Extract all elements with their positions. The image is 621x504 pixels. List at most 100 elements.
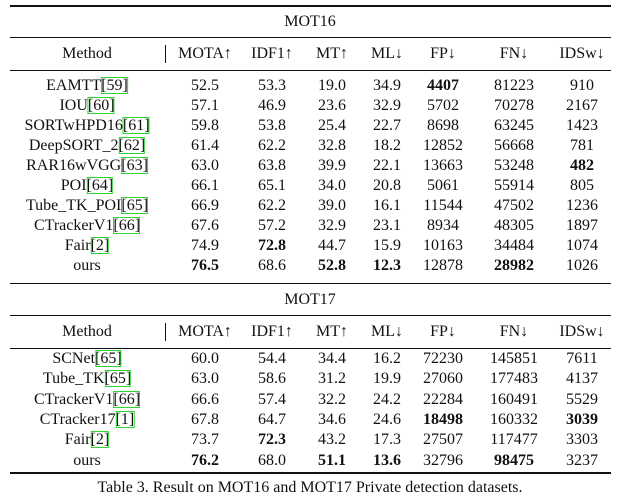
value-cell: 53.3 — [258, 77, 286, 94]
rule — [10, 315, 611, 316]
section-title: MOT16 — [284, 13, 336, 30]
citation[interactable]: [66] — [113, 217, 141, 234]
citation[interactable]: [65] — [121, 197, 149, 214]
value-cell: 53248 — [494, 157, 534, 174]
caption: Table 3. Result on MOT16 and MOT17 Priva… — [97, 479, 523, 496]
citation[interactable]: [1] — [115, 410, 135, 428]
column-header: IDF1↑ — [251, 45, 293, 62]
value-cell: 65.1 — [258, 177, 286, 194]
value-cell: 63.0 — [191, 157, 219, 174]
value-cell: 66.9 — [191, 197, 219, 214]
value-cell: 53.8 — [258, 117, 286, 134]
citation[interactable]: [60] — [87, 97, 115, 114]
method-cell: CTracker17[1] — [39, 410, 135, 428]
column-header: MOTA↑ — [178, 45, 232, 62]
rule — [10, 283, 611, 284]
method-cell: SCNet[65] — [52, 350, 122, 367]
value-cell: 57.4 — [258, 390, 286, 408]
value-cell: 68.6 — [258, 257, 286, 274]
citation[interactable]: [66] — [113, 390, 141, 408]
value-cell: 482 — [570, 157, 594, 174]
value-cell: 34.9 — [373, 77, 401, 94]
citation[interactable]: [62] — [118, 137, 146, 154]
citation[interactable]: [65] — [104, 370, 132, 388]
value-cell: 1423 — [566, 117, 598, 134]
column-header: FN↓ — [499, 323, 529, 340]
method-cell: Fair[2] — [64, 237, 110, 254]
method-name: SCNet — [52, 350, 96, 367]
citation[interactable]: [64] — [86, 177, 114, 194]
column-header: Method — [62, 45, 112, 62]
value-cell: 72.8 — [258, 237, 286, 254]
method-name: ours — [73, 451, 101, 469]
value-cell: 46.9 — [258, 97, 286, 114]
value-cell: 81223 — [494, 77, 534, 94]
value-cell: 3237 — [566, 451, 598, 469]
method-name: CTrackerV1 — [33, 217, 114, 234]
section-title: MOT17 — [284, 291, 336, 308]
value-cell: 8698 — [427, 117, 459, 134]
value-cell: 32.8 — [318, 137, 346, 154]
value-cell: 12.3 — [373, 257, 401, 274]
rule — [10, 37, 611, 38]
method-name: EAMTT — [46, 77, 102, 94]
column-header: FP↓ — [430, 45, 456, 62]
method-cell: CTrackerV1[66] — [34, 390, 141, 408]
value-cell: 76.2 — [191, 451, 219, 469]
value-cell: 20.8 — [373, 177, 401, 194]
method-name: Fair — [64, 237, 91, 254]
value-cell: 8934 — [427, 217, 459, 234]
value-cell: 781 — [570, 137, 594, 154]
value-cell: 145851 — [490, 350, 538, 367]
value-cell: 66.1 — [191, 177, 219, 194]
value-cell: 34.0 — [318, 177, 346, 194]
value-cell: 23.1 — [373, 217, 401, 234]
value-cell: 117477 — [490, 431, 538, 449]
value-cell: 64.7 — [258, 410, 286, 428]
column-header: FN↓ — [499, 45, 529, 62]
column-header: IDSw↓ — [559, 45, 605, 62]
method-name: CTracker17 — [39, 410, 116, 428]
citation[interactable]: [61] — [122, 117, 150, 134]
value-cell: 160491 — [490, 390, 538, 408]
value-cell: 4407 — [427, 77, 459, 94]
value-cell: 3303 — [566, 431, 598, 449]
column-header: MT↑ — [316, 45, 348, 62]
value-cell: 32.9 — [318, 217, 346, 234]
method-cell: RAR16wVGG[63] — [26, 157, 148, 174]
method-name: SORTwHPD16 — [24, 117, 123, 134]
value-cell: 3039 — [566, 410, 598, 428]
method-cell: POI[64] — [61, 177, 114, 194]
value-cell: 910 — [570, 77, 594, 94]
value-cell: 39.0 — [318, 197, 346, 214]
value-cell: 1897 — [566, 217, 598, 234]
citation[interactable]: [59] — [101, 77, 128, 94]
value-cell: 805 — [570, 177, 594, 194]
value-cell: 48305 — [494, 217, 534, 234]
citation[interactable]: [65] — [95, 350, 122, 367]
column-header: Method — [62, 323, 112, 340]
value-cell: 72230 — [423, 350, 463, 367]
column-divider — [165, 45, 166, 63]
citation[interactable]: [2] — [90, 237, 110, 254]
method-cell: SORTwHPD16[61] — [24, 117, 150, 134]
value-cell: 11544 — [423, 197, 463, 214]
value-cell: 32.9 — [373, 97, 401, 114]
citation[interactable]: [2] — [90, 431, 110, 449]
value-cell: 5702 — [427, 97, 459, 114]
rule — [10, 348, 611, 349]
value-cell: 13.6 — [373, 451, 401, 469]
method-cell: ours — [73, 258, 101, 274]
method-cell: EAMTT[59] — [46, 77, 128, 94]
value-cell: 18498 — [423, 410, 463, 428]
value-cell: 2167 — [566, 97, 598, 114]
value-cell: 22.1 — [373, 157, 401, 174]
value-cell: 15.9 — [373, 237, 401, 254]
value-cell: 39.9 — [318, 157, 346, 174]
value-cell: 98475 — [494, 451, 534, 469]
method-name: Tube_TK_POI — [25, 197, 122, 214]
value-cell: 16.2 — [373, 350, 401, 367]
citation[interactable]: [63] — [121, 157, 148, 174]
value-cell: 31.2 — [318, 370, 346, 388]
